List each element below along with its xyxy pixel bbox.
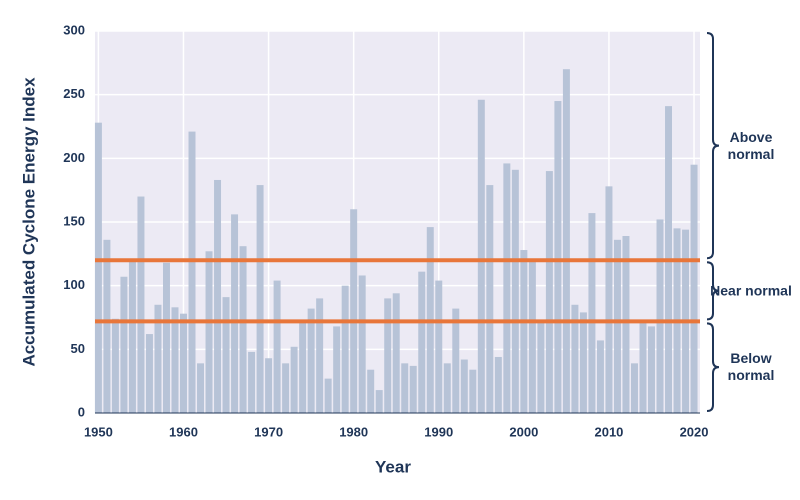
bar (324, 378, 332, 413)
y-tick-label: 150 (63, 213, 85, 228)
bar (341, 285, 349, 413)
bar (613, 239, 621, 413)
y-axis-title: Accumulated Cyclone Energy Index (19, 77, 38, 367)
bar (94, 122, 102, 414)
bar (222, 297, 230, 413)
bar (214, 179, 222, 413)
y-tick-label: 250 (63, 86, 85, 101)
bar (588, 213, 596, 413)
bar (384, 298, 392, 413)
bar (205, 251, 213, 413)
y-tick-label: 50 (71, 341, 85, 356)
bar (418, 271, 426, 413)
bar (265, 358, 273, 413)
bar (248, 351, 256, 413)
bar (358, 275, 366, 413)
bar (375, 390, 383, 413)
bar (409, 365, 417, 413)
x-tick-label: 2020 (680, 424, 709, 439)
bar (273, 280, 281, 413)
bar (503, 163, 511, 413)
x-tick-label: 2010 (594, 424, 623, 439)
bar (656, 219, 664, 413)
bar (120, 276, 128, 413)
bar (239, 246, 247, 413)
bar (486, 185, 494, 413)
bar (630, 363, 638, 413)
y-tick-label: 100 (63, 277, 85, 292)
bar (350, 209, 358, 413)
bar (231, 214, 239, 413)
bar (537, 321, 545, 413)
bar (162, 262, 170, 413)
bar (282, 363, 290, 413)
bar (596, 340, 604, 413)
x-axis-title: Year (375, 457, 411, 476)
bar (145, 334, 153, 413)
bar (460, 359, 468, 413)
bar (562, 69, 570, 413)
zone-brace (706, 261, 720, 321)
zone-label: Above normal (727, 128, 775, 162)
bar (392, 293, 400, 413)
bar (545, 171, 553, 413)
bar (469, 369, 477, 413)
bar (554, 101, 562, 414)
bar (401, 363, 409, 413)
bar (511, 169, 519, 413)
zone-label: Near normal (710, 282, 792, 299)
bar (605, 186, 613, 413)
y-tick-label: 0 (78, 404, 85, 419)
bar (639, 321, 647, 413)
bar (528, 261, 536, 413)
bar (197, 363, 205, 413)
bar (180, 313, 187, 413)
y-tick-label: 300 (63, 22, 85, 37)
bar (171, 307, 179, 413)
x-tick-label: 1950 (84, 424, 113, 439)
bar (111, 318, 119, 413)
bar (494, 356, 502, 413)
zone-brace (706, 32, 720, 260)
x-tick-label: 1970 (254, 424, 283, 439)
bar (128, 260, 136, 413)
bar (290, 346, 298, 413)
bar (690, 164, 698, 413)
bar (103, 239, 111, 413)
bar (333, 326, 341, 413)
bar (188, 131, 196, 414)
bar (137, 196, 145, 413)
x-tick-label: 1980 (339, 424, 368, 439)
bar (435, 280, 443, 413)
bar (256, 185, 264, 413)
bar (477, 99, 485, 413)
bar (316, 298, 324, 413)
bar (307, 308, 315, 413)
bar (299, 320, 307, 413)
y-tick-label: 200 (63, 150, 85, 165)
x-tick-label: 1960 (169, 424, 198, 439)
bar (520, 250, 528, 413)
bar (622, 236, 630, 413)
bar (571, 304, 579, 413)
bar (452, 308, 460, 413)
bar (154, 304, 162, 413)
bar (443, 363, 451, 413)
bar (648, 326, 655, 413)
x-tick-label: 1990 (424, 424, 453, 439)
zone-brace (706, 322, 720, 412)
bar (579, 312, 587, 413)
zone-label: Below normal (727, 350, 775, 384)
x-tick-label: 2000 (509, 424, 538, 439)
bar (367, 369, 375, 413)
